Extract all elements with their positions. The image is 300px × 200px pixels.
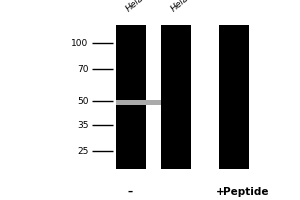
- Text: 35: 35: [77, 120, 88, 130]
- Text: +: +: [216, 187, 225, 197]
- Text: Hela: Hela: [170, 0, 191, 14]
- Bar: [160, 25, 190, 169]
- Text: –: –: [128, 187, 133, 197]
- Bar: [116, 25, 146, 169]
- Text: Peptide: Peptide: [223, 187, 269, 197]
- Bar: [219, 25, 249, 169]
- Bar: [116, 100, 160, 105]
- Text: 50: 50: [77, 97, 88, 106]
- Text: 70: 70: [77, 64, 88, 73]
- Text: 25: 25: [77, 146, 88, 156]
- Text: 100: 100: [71, 38, 88, 47]
- Text: Hela: Hela: [125, 0, 146, 14]
